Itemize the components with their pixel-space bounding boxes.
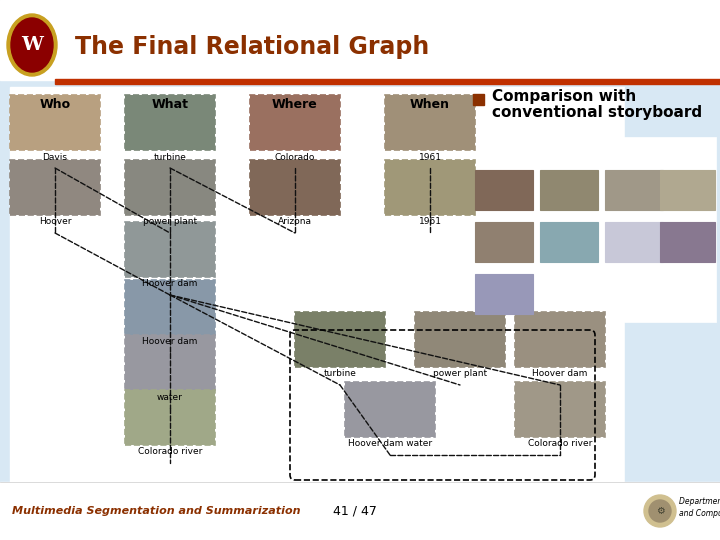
Text: Where: Where [272, 98, 318, 111]
Text: When: When [410, 98, 450, 111]
Bar [125, 390, 215, 445]
Text: Hoover dam: Hoover dam [143, 280, 198, 288]
Text: water: water [157, 393, 183, 402]
Bar [10, 87, 625, 482]
Text: turbine: turbine [323, 369, 356, 379]
Text: power plant: power plant [433, 369, 487, 379]
Text: Colorado river: Colorado river [528, 440, 592, 449]
Bar [0, 482, 720, 540]
Text: Hoover dam water: Hoover dam water [348, 440, 432, 449]
Text: 1961: 1961 [418, 218, 441, 226]
Ellipse shape [11, 18, 53, 72]
Bar [250, 95, 340, 150]
Bar [415, 312, 505, 367]
Bar [475, 170, 533, 210]
Text: turbine: turbine [153, 152, 186, 161]
Bar [55, 79, 720, 84]
Bar [125, 335, 215, 390]
Text: Hoover: Hoover [39, 218, 71, 226]
Bar [385, 95, 475, 150]
Text: W: W [21, 36, 43, 54]
Text: Davis: Davis [42, 152, 68, 161]
Bar [660, 222, 715, 262]
Text: 41 / 47: 41 / 47 [333, 504, 377, 517]
Ellipse shape [7, 14, 57, 76]
Bar [475, 222, 533, 262]
Text: Colorado river: Colorado river [138, 448, 202, 456]
Bar [10, 95, 100, 150]
Text: conventional storyboard: conventional storyboard [492, 105, 702, 119]
Circle shape [644, 495, 676, 527]
Bar [660, 170, 715, 210]
Bar [515, 312, 605, 367]
Bar [10, 160, 100, 215]
Bar [125, 222, 215, 277]
Bar [250, 160, 340, 215]
Bar [540, 170, 598, 210]
Bar [125, 160, 215, 215]
Text: power plant: power plant [143, 218, 197, 226]
Text: Department of Electrical: Department of Electrical [679, 497, 720, 507]
Text: Hoover dam: Hoover dam [532, 369, 588, 379]
Text: Who: Who [40, 98, 71, 111]
Bar [605, 170, 663, 210]
Bar [473, 94, 484, 105]
Text: Arizona: Arizona [278, 218, 312, 226]
Text: and Computer Engineering: and Computer Engineering [679, 510, 720, 518]
Bar [125, 280, 215, 335]
Text: Multimedia Segmentation and Summarization: Multimedia Segmentation and Summarizatio… [12, 506, 300, 516]
Circle shape [649, 500, 671, 522]
Bar [295, 312, 385, 367]
Bar [475, 274, 533, 314]
Text: Colorado: Colorado [275, 152, 315, 161]
Bar [468, 137, 716, 322]
Bar [605, 222, 663, 262]
Bar [540, 222, 598, 262]
Bar [515, 382, 605, 437]
Bar [385, 160, 475, 215]
Text: 1961: 1961 [418, 152, 441, 161]
Text: ⚙: ⚙ [656, 506, 665, 516]
Text: What: What [151, 98, 189, 111]
Text: Comparison with: Comparison with [492, 90, 636, 105]
Text: Hoover dam: Hoover dam [143, 338, 198, 347]
Bar [125, 95, 215, 150]
Bar [625, 87, 715, 482]
Bar [0, 0, 720, 80]
Bar [345, 382, 435, 437]
Text: The Final Relational Graph: The Final Relational Graph [75, 35, 429, 59]
